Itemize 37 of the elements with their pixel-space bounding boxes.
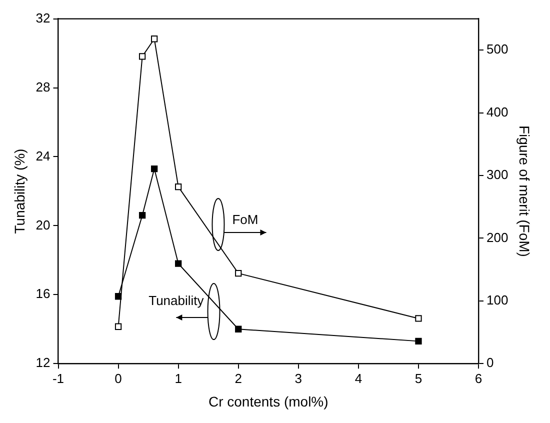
y2-tick-label: 300 xyxy=(486,167,508,182)
point xyxy=(415,338,422,345)
y2-tick-label: 500 xyxy=(486,42,508,57)
x-tick-label: 6 xyxy=(474,370,482,386)
y2-tick-label: 0 xyxy=(486,355,494,370)
y2-tick-label: 100 xyxy=(486,292,508,308)
x-tick-label: -1 xyxy=(52,370,64,386)
y2-axis-title: Figure of merit (FoM) xyxy=(516,125,533,257)
y-tick-label: 12 xyxy=(36,355,50,370)
x-tick-label: 2 xyxy=(234,370,242,386)
point xyxy=(235,270,242,277)
point xyxy=(175,260,182,267)
point xyxy=(175,183,182,190)
y-tick-label: 20 xyxy=(36,217,50,232)
point xyxy=(114,293,122,300)
point xyxy=(415,315,422,322)
y-tick-label: 16 xyxy=(36,286,50,302)
point xyxy=(150,36,158,42)
x-axis-title: Cr contents (mol%) xyxy=(208,393,328,410)
x-tick-label: 0 xyxy=(114,370,122,386)
y2-tick-label: 400 xyxy=(486,104,508,120)
y-tick-label: 32 xyxy=(36,10,50,26)
point xyxy=(150,165,158,172)
annotation: FoM xyxy=(232,212,258,228)
x-tick-label: 5 xyxy=(414,370,422,386)
point xyxy=(235,326,242,332)
y2-tick-label: 200 xyxy=(486,230,508,245)
x-tick-label: 4 xyxy=(354,370,362,386)
x-tick-label: 3 xyxy=(294,370,302,386)
x-tick-label: 1 xyxy=(174,370,182,386)
point xyxy=(138,53,146,60)
annotation: Tunability xyxy=(148,293,204,308)
point xyxy=(114,323,122,330)
y-tick-label: 28 xyxy=(36,79,50,94)
y-tick-label: 24 xyxy=(36,148,50,164)
y-axis-title: Tunability (%) xyxy=(11,148,28,234)
point xyxy=(138,212,146,219)
